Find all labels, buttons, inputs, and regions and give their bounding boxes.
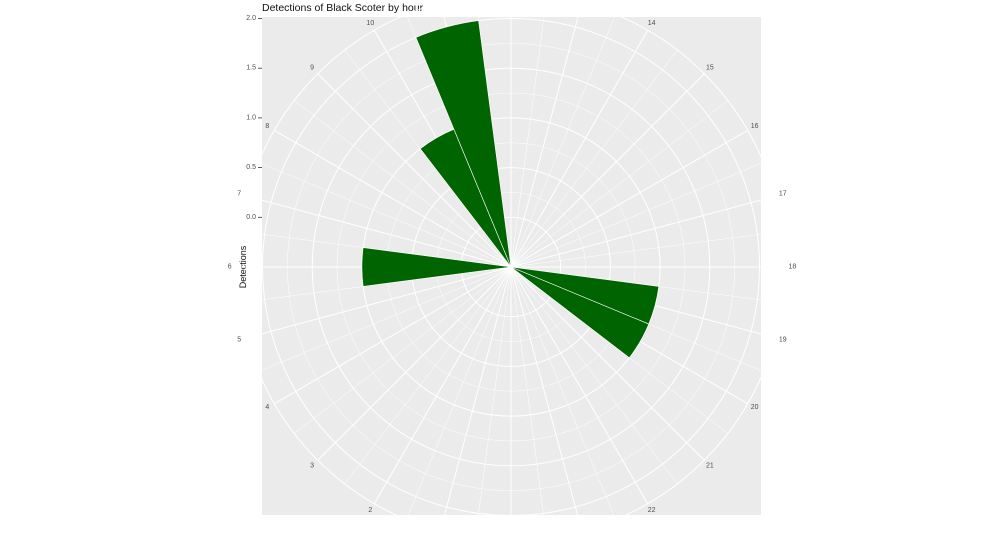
hour-label: 5 (237, 336, 241, 343)
major-grid-spoke (317, 73, 512, 268)
hour-label: 6 (228, 264, 232, 271)
major-grid-spoke (274, 266, 512, 405)
major-grid-spoke (439, 266, 512, 532)
hour-label: 9 (310, 65, 314, 72)
hour-label: 20 (751, 404, 759, 411)
y-tick-label: 1.5 (246, 65, 256, 72)
major-grid-spoke (246, 195, 512, 268)
minor-grid-spoke (293, 100, 512, 268)
major-grid-spoke (510, 266, 705, 461)
y-tick-label: 2.0 (246, 15, 256, 22)
major-grid-spoke (510, 266, 649, 504)
major-grid-spoke (510, 129, 748, 268)
major-grid-spoke (274, 129, 512, 268)
major-grid-spoke (510, 195, 776, 268)
hour-label: 17 (779, 191, 787, 198)
hour-label: 21 (706, 462, 714, 469)
bar-hour-11 (415, 20, 512, 268)
hour-label: 8 (265, 123, 269, 130)
minor-grid-spoke (344, 266, 512, 485)
y-tick-label: 0.5 (246, 164, 256, 171)
hour-label: 7 (237, 191, 241, 198)
major-grid-spoke (373, 266, 512, 504)
minor-grid-spoke (510, 231, 783, 268)
hour-label: 14 (648, 20, 656, 27)
major-grid-spoke (510, 30, 649, 268)
bar-hour-20 (510, 266, 650, 359)
minor-grid-spoke (258, 266, 512, 372)
minor-grid-spoke (510, 266, 547, 534)
hour-label: 15 (706, 65, 714, 72)
major-grid-spoke (510, 73, 705, 268)
minor-grid-spoke (510, 266, 616, 520)
hour-label: 18 (788, 264, 796, 271)
chart-title: Detections of Black Scoter by hour (262, 2, 424, 14)
major-grid-spoke (510, 266, 583, 532)
minor-grid-spoke (510, 0, 547, 268)
hour-label: 16 (751, 123, 759, 130)
y-tick-label: 0.0 (246, 214, 256, 221)
hour-label: 2 (368, 507, 372, 514)
y-tick-label: 1.0 (246, 114, 256, 121)
minor-grid-spoke (293, 266, 512, 434)
minor-grid-spoke (475, 266, 512, 534)
hour-label: 4 (265, 404, 269, 411)
hour-label: 22 (648, 507, 656, 514)
minor-grid-spoke (510, 100, 729, 268)
minor-grid-spoke (510, 162, 764, 268)
major-grid-spoke (246, 266, 512, 339)
hour-label: 19 (779, 336, 787, 343)
minor-grid-spoke (510, 14, 616, 268)
major-grid-spoke (317, 266, 512, 461)
hour-label: 3 (310, 462, 314, 469)
minor-grid-spoke (510, 266, 678, 485)
minor-grid-spoke (258, 162, 512, 268)
minor-grid-spoke (406, 266, 512, 520)
major-grid-spoke (510, 2, 583, 268)
bar-hour-6 (361, 247, 512, 287)
minor-grid-spoke (510, 49, 678, 268)
hour-label: 10 (366, 20, 374, 27)
